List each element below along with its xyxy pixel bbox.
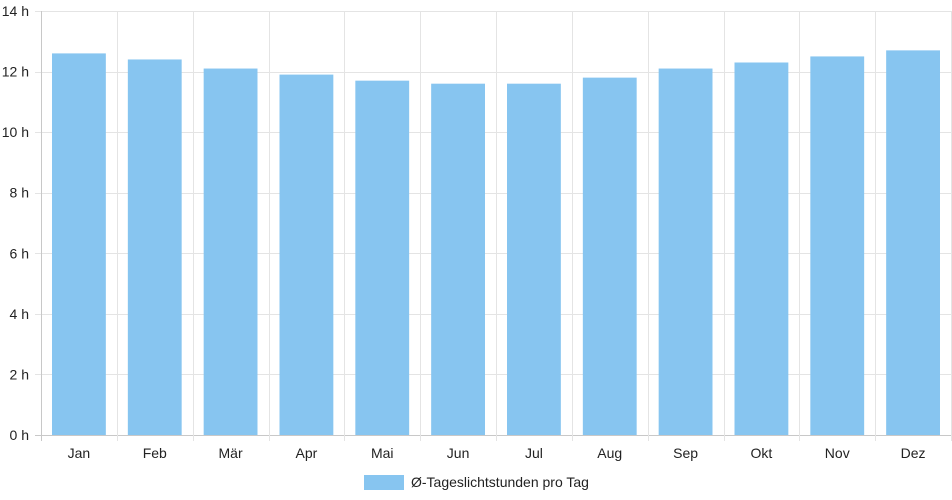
bar-apr[interactable] <box>279 74 334 435</box>
x-tick-label: Aug <box>597 445 622 461</box>
x-tick-label: Jun <box>447 445 470 461</box>
bar-jun[interactable] <box>431 83 485 435</box>
bar-mai[interactable] <box>355 80 410 436</box>
x-tick-label: Mär <box>219 445 243 461</box>
y-tick-label: 6 h <box>10 245 29 261</box>
y-tick-label: 14 h <box>2 3 29 19</box>
bar-dez[interactable] <box>886 50 940 435</box>
legend-swatch[interactable] <box>364 475 404 490</box>
bar-aug[interactable] <box>582 77 637 435</box>
bar-okt[interactable] <box>734 62 789 435</box>
x-tick-label: Apr <box>296 445 318 461</box>
legend[interactable]: Ø-Tageslichtstunden pro Tag <box>364 474 589 490</box>
x-tick-label: Jan <box>68 445 91 461</box>
x-tick-label: Okt <box>751 445 773 461</box>
x-tick-label: Jul <box>525 445 543 461</box>
x-tick-label: Dez <box>901 445 926 461</box>
bars <box>52 50 940 436</box>
x-tick-label: Mai <box>371 445 394 461</box>
y-axis-ticks: 0 h 2 h 4 h 6 h 8 h 10 h 12 h 14 h <box>2 3 29 443</box>
x-tick-label: Sep <box>673 445 698 461</box>
x-tick-label: Feb <box>143 445 167 461</box>
bar-nov[interactable] <box>810 56 865 436</box>
y-tick-label: 12 h <box>2 64 29 80</box>
grid <box>35 11 952 441</box>
x-axis-ticks: Jan Feb Mär Apr Mai Jun Jul Aug Sep Okt Nov Dez <box>68 445 926 461</box>
legend-label[interactable]: Ø-Tageslichtstunden pro Tag <box>411 474 589 490</box>
bar-sep[interactable] <box>658 68 713 436</box>
bar-jul[interactable] <box>507 83 561 435</box>
y-tick-label: 4 h <box>10 306 29 322</box>
x-tick-label: Nov <box>825 445 850 461</box>
y-tick-label: 0 h <box>10 427 29 443</box>
y-tick-label: 8 h <box>10 185 29 201</box>
bar-mär[interactable] <box>203 68 258 436</box>
bar-feb[interactable] <box>127 59 182 435</box>
bar-jan[interactable] <box>52 53 106 436</box>
y-tick-label: 2 h <box>10 366 29 382</box>
y-tick-label: 10 h <box>2 124 29 140</box>
